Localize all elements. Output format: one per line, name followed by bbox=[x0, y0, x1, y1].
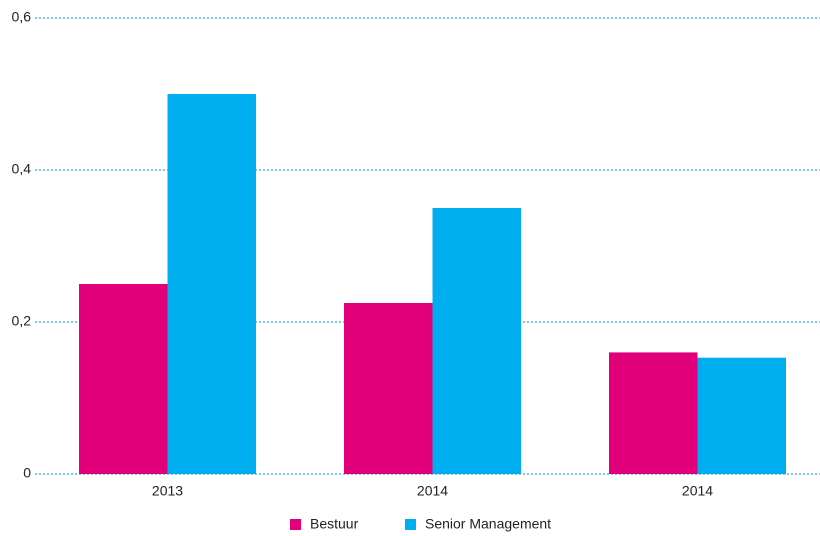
bar bbox=[432, 208, 521, 474]
y-tick-label: 0,6 bbox=[12, 9, 32, 25]
y-tick-label: 0,4 bbox=[12, 161, 32, 177]
x-tick-label: 2013 bbox=[152, 483, 183, 499]
bar bbox=[344, 303, 433, 474]
bar bbox=[167, 94, 256, 474]
legend-swatch bbox=[405, 519, 416, 530]
legend-label: Senior Management bbox=[425, 516, 551, 532]
x-tick-label: 2014 bbox=[417, 483, 448, 499]
legend-swatch bbox=[290, 519, 301, 530]
bar bbox=[79, 284, 168, 474]
legend-label: Bestuur bbox=[310, 516, 359, 532]
x-tick-label: 2014 bbox=[682, 483, 713, 499]
bar bbox=[697, 357, 786, 474]
y-tick-label: 0,2 bbox=[12, 313, 32, 329]
bar bbox=[609, 352, 698, 474]
y-tick-label: 0 bbox=[23, 465, 31, 481]
